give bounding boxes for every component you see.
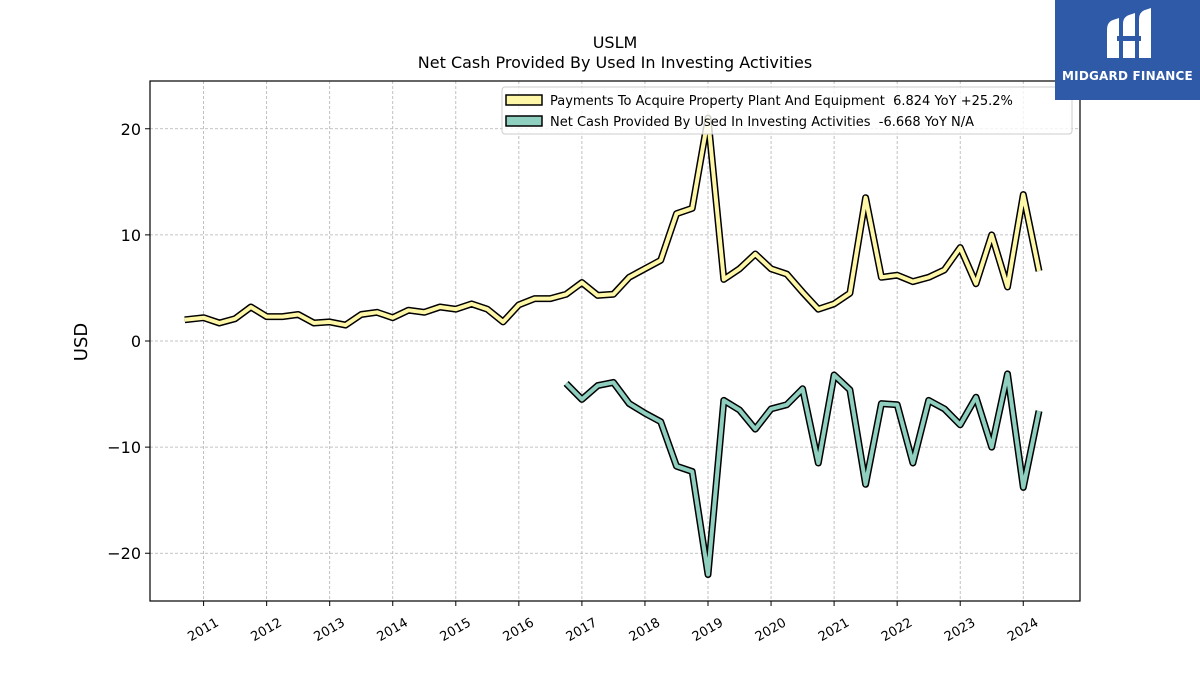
- x-tick-label: 2016: [501, 615, 537, 645]
- x-tick-label: 2023: [942, 615, 978, 645]
- logo-text: MIDGARD FINANCE: [1062, 69, 1193, 83]
- grid-lines: [150, 81, 1080, 601]
- x-tick-label: 2018: [627, 615, 663, 645]
- x-tick-label: 2021: [816, 615, 852, 645]
- midgard-finance-logo: MIDGARD FINANCE: [1055, 0, 1200, 100]
- series-outline-1: [563, 370, 1043, 578]
- series-line-0: [184, 116, 1041, 328]
- x-tick-label: 2020: [753, 615, 789, 645]
- chart-title: USLM: [593, 33, 638, 52]
- y-tick-label: 10: [121, 226, 141, 245]
- legend-label-investing: Net Cash Provided By Used In Investing A…: [550, 115, 974, 130]
- series-lines: [184, 114, 1043, 578]
- legend-swatch-investing: [505, 115, 543, 127]
- x-tick-label: 2011: [185, 615, 221, 645]
- series-line-1: [564, 371, 1041, 577]
- x-tick-label: 2015: [438, 615, 474, 645]
- x-tick-label: 2017: [564, 615, 600, 645]
- x-tick-label: 2012: [248, 615, 284, 645]
- y-tick-label: 20: [121, 120, 141, 139]
- legend: Payments To Acquire Property Plant And E…: [501, 86, 1073, 135]
- x-tick-label: 2024: [1005, 615, 1041, 645]
- y-tick-label: −10: [107, 438, 141, 457]
- y-tick-label: 0: [131, 332, 141, 351]
- y-axis-label: USD: [71, 323, 92, 361]
- x-tick-label: 2014: [375, 615, 411, 645]
- x-tick-label: 2019: [690, 615, 726, 645]
- y-tick-label: −20: [107, 544, 141, 563]
- chart-subtitle: Net Cash Provided By Used In Investing A…: [418, 53, 812, 72]
- x-tick-label: 2013: [312, 615, 348, 645]
- legend-label-capex: Payments To Acquire Property Plant And E…: [550, 94, 1013, 109]
- legend-swatch-capex: [505, 94, 543, 106]
- axis-ticks: −20 −10 0 10 20 2011 2012 2013 2014 2015 2016 2017 2…: [107, 120, 1041, 645]
- legend-box: [501, 86, 1073, 135]
- x-tick-label: 2022: [879, 615, 915, 645]
- midgard-m-logo-icon: [1107, 8, 1151, 58]
